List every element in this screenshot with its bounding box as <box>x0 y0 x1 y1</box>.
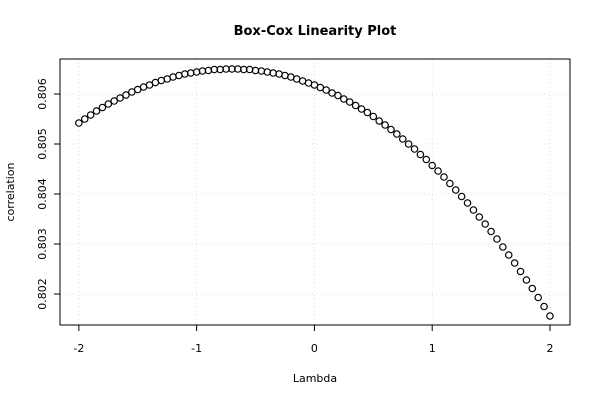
y-tick-label: 0.804 <box>36 178 49 210</box>
point <box>434 167 442 175</box>
y-tick-label: 0.805 <box>36 128 49 160</box>
point <box>80 115 89 123</box>
point <box>351 101 360 110</box>
point <box>499 243 507 251</box>
point <box>381 121 389 129</box>
point <box>475 213 484 221</box>
point <box>363 108 372 117</box>
point <box>357 105 366 113</box>
plot-frame <box>59 58 571 326</box>
point <box>92 107 101 115</box>
point <box>446 179 454 188</box>
point <box>122 91 130 99</box>
point <box>387 125 395 134</box>
x-tick-label: 0 <box>311 342 318 355</box>
point <box>110 97 118 105</box>
point <box>404 140 413 148</box>
point <box>345 98 354 106</box>
x-axis-label: Lambda <box>293 372 337 385</box>
point <box>540 302 548 311</box>
point <box>481 220 489 228</box>
point <box>422 155 431 164</box>
point <box>528 284 537 293</box>
y-tick-label: 0.803 <box>36 228 49 260</box>
point <box>469 206 478 214</box>
point <box>369 112 378 121</box>
point <box>104 100 113 108</box>
point <box>86 111 95 119</box>
point <box>393 130 401 138</box>
point <box>504 251 513 259</box>
x-tick-label: 2 <box>546 342 553 355</box>
point <box>546 312 554 320</box>
chart-title: Box-Cox Linearity Plot <box>234 24 397 39</box>
point <box>516 267 525 276</box>
y-axis-label: correlation <box>4 162 17 221</box>
point <box>98 103 107 112</box>
point <box>522 276 531 284</box>
point <box>493 235 501 243</box>
point <box>510 259 519 267</box>
x-tick-label: -2 <box>73 342 84 355</box>
point <box>457 192 466 201</box>
point <box>534 293 542 302</box>
point <box>428 161 436 170</box>
point <box>463 199 472 207</box>
point <box>375 117 383 125</box>
x-tick-label: -1 <box>191 342 202 355</box>
y-tick-label: 0.806 <box>36 78 49 110</box>
point <box>75 119 83 127</box>
y-tick-label: 0.802 <box>36 278 49 310</box>
point <box>116 94 124 102</box>
point <box>334 91 342 100</box>
point <box>340 95 348 103</box>
point <box>416 150 425 159</box>
point <box>398 135 407 143</box>
point <box>451 186 460 194</box>
point <box>410 145 419 153</box>
x-tick-label: 1 <box>429 342 436 355</box>
point <box>322 86 330 94</box>
point <box>440 173 448 181</box>
point <box>487 227 495 236</box>
